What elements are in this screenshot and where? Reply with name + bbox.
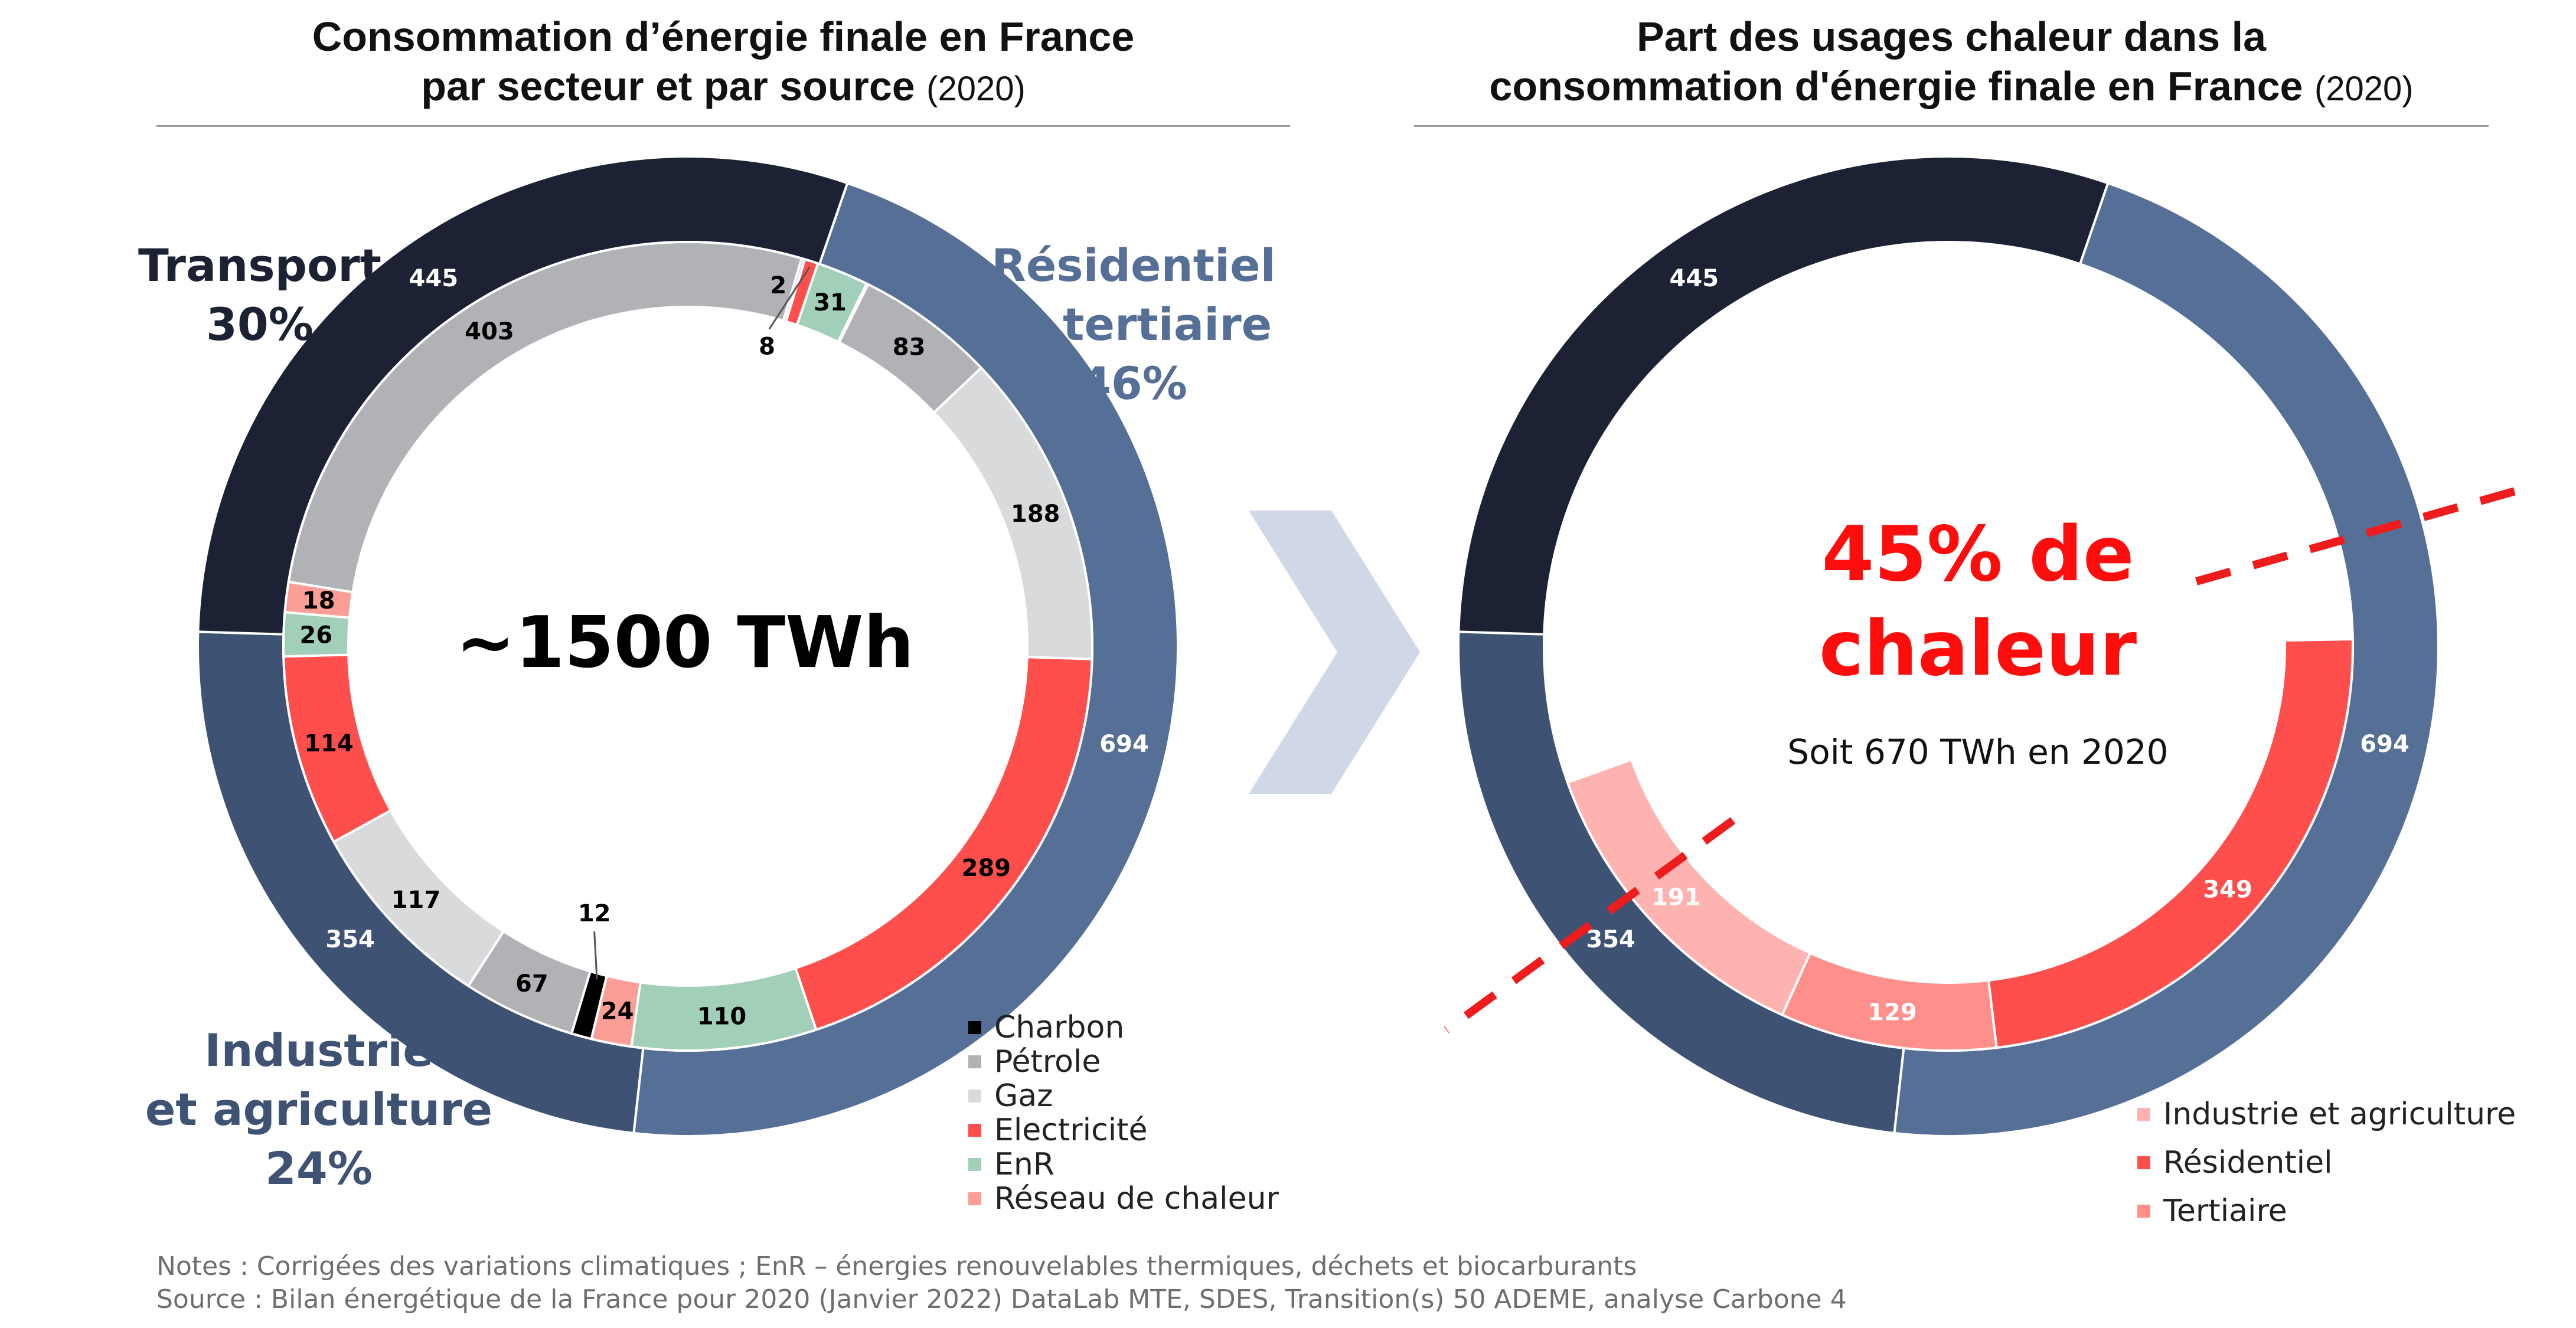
inner-label-transport-gaz-13: 2 <box>770 272 786 299</box>
res-name-1: Résidentiel <box>991 239 1276 292</box>
left-title-line1: Consommation d’énergie finale en France <box>312 14 1135 60</box>
legend-label-petrole: Pétrole <box>994 1044 1101 1080</box>
heat-divider-dash-bottom <box>1444 817 1736 1033</box>
legend-label-residentiel: Résidentiel <box>2163 1145 2333 1180</box>
res-name-2: et tertiaire <box>995 298 1272 351</box>
right-title-rule <box>1414 125 2489 127</box>
outer-label-transport: 445 <box>409 265 459 292</box>
source-line: Source : Bilan énergétique de la France … <box>156 1284 1847 1314</box>
legend-swatch-reseau-de-chaleur <box>968 1192 981 1205</box>
heat-share-line1: 45% de <box>1821 511 2134 598</box>
legend-item-industrie-et-agriculture: Industrie et agriculture <box>2137 1090 2516 1139</box>
inner-label-industrie-et-agriculture-electricite-9: 114 <box>304 730 354 757</box>
transport-name: Transport <box>138 239 382 292</box>
right-title-line2: consommation d'énergie finale en France … <box>1414 61 2489 114</box>
legend-item-charbon: Charbon <box>968 1010 1279 1045</box>
sector-label-transport: Transport 30% <box>118 236 401 354</box>
inner-label-industrie-et-agriculture-enr-10: 26 <box>299 622 332 649</box>
legend-swatch-residentiel <box>2137 1156 2150 1169</box>
transport-pct: 30% <box>206 298 314 351</box>
outer-slice-transport <box>1457 155 2110 636</box>
outer-label-industrie-et-agriculture: 354 <box>1586 926 1635 953</box>
inner-label-residentiel-et-tertiaire-gaz-2: 188 <box>1011 501 1060 528</box>
chevron-arrow-icon <box>1249 511 1420 794</box>
source-legend: Charbon Pétrole Gaz Electricité EnR Réseau de… <box>968 1010 1279 1216</box>
notes-line: Notes : Corrigées des variations climati… <box>156 1251 1637 1281</box>
left-title-line2-text: par secteur et par source <box>421 63 915 109</box>
legend-item-enr: EnR <box>968 1147 1279 1182</box>
ind-name-2: et agriculture <box>145 1083 493 1136</box>
legend-item-electricite: Electricité <box>968 1113 1279 1148</box>
heat-slice-industrie-et-agriculture <box>1566 758 1812 1017</box>
total-consumption: ~1500 TWh <box>456 602 914 684</box>
outer-slice-residentiel-et-tertiaire <box>1893 181 2440 1137</box>
outer-label-transport: 445 <box>1670 265 1719 292</box>
legend-item-residentiel: Résidentiel <box>2137 1139 2516 1187</box>
right-title-line1: Part des usages chaleur dans la <box>1636 14 2267 60</box>
legend-swatch-enr <box>968 1158 981 1171</box>
legend-label-reseau-de-chaleur: Réseau de chaleur <box>994 1181 1279 1216</box>
inner-label-residentiel-et-tertiaire-petrole-1: 83 <box>893 333 926 361</box>
heat-subtitle: Soit 670 TWh en 2020 <box>1787 732 2169 772</box>
legend-swatch-petrole <box>968 1055 981 1068</box>
inner-label-transport-enr-15: 31 <box>814 289 847 316</box>
legend-item-reseau-de-chaleur: Réseau de chaleur <box>968 1181 1279 1216</box>
legend-label-industrie-et-agriculture: Industrie et agriculture <box>2163 1097 2516 1132</box>
inner-label-transport-electricite-14: 8 <box>759 333 775 360</box>
legend-item-gaz: Gaz <box>968 1078 1279 1114</box>
inner-label-residentiel-et-tertiaire-electricite-3: 289 <box>962 855 1011 882</box>
legend-swatch-charbon <box>968 1021 981 1034</box>
small-value-pointers <box>593 266 811 980</box>
left-donut: 694 354 445 31 83 188 289 110 24 12 67 117 114 26 18 40… <box>197 155 1179 1137</box>
outer-label-residentiel-et-tertiaire: 694 <box>1099 731 1149 758</box>
heat-legend: Industrie et agriculture Résidentiel Terti… <box>2137 1090 2516 1235</box>
sector-label-residentiel: Résidentiel et tertiaire 46% <box>968 236 1299 413</box>
inner-label-industrie-et-agriculture-gaz-8: 117 <box>391 887 441 914</box>
legend-item-tertiaire: Tertiaire <box>2137 1187 2516 1235</box>
legend-item-petrole: Pétrole <box>968 1044 1279 1080</box>
heat-share-line2: chaleur <box>1818 605 2137 693</box>
inner-slice-transport-enr-15 <box>795 261 869 344</box>
legend-swatch-industrie-et-agriculture <box>2137 1108 2150 1121</box>
inner-label-residentiel-et-tertiaire-enr-4: 110 <box>697 1003 747 1030</box>
ind-name-1: Industrie <box>204 1024 433 1077</box>
inner-label-industrie-et-agriculture-reseau-de-chaleur-11: 18 <box>302 587 335 614</box>
outer-label-residentiel-et-tertiaire: 694 <box>2360 731 2410 758</box>
sector-label-industrie: Industrie et agriculture 24% <box>118 1021 520 1198</box>
right-chart-title: Part des usages chaleur dans la consomma… <box>1414 12 2489 114</box>
right-title-year: (2020) <box>2314 70 2414 108</box>
legend-label-charbon: Charbon <box>994 1010 1125 1045</box>
inner-label-industrie-et-agriculture-charbon-6: 12 <box>578 900 611 927</box>
legend-swatch-tertiaire <box>2137 1205 2150 1218</box>
left-title-line2: par secteur et par source (2020) <box>156 61 1290 114</box>
inner-slice-transport-petrole-12 <box>287 241 804 594</box>
heat-share: 45% de chaleur <box>1712 508 2244 696</box>
heat-label-tertiaire: 129 <box>1867 999 1917 1026</box>
left-chart-title: Consommation d’énergie finale en France … <box>156 12 1290 114</box>
outer-label-industrie-et-agriculture: 354 <box>325 926 375 953</box>
legend-label-tertiaire: Tertiaire <box>2163 1193 2287 1229</box>
res-pct: 46% <box>1080 357 1187 410</box>
heat-label-residentiel: 349 <box>2203 876 2252 903</box>
legend-label-gaz: Gaz <box>994 1078 1053 1114</box>
pointer-charbon <box>593 931 598 980</box>
heat-label-industrie-et-agriculture: 191 <box>1651 884 1701 911</box>
inner-label-transport-petrole-12: 403 <box>465 318 514 345</box>
pointer-transport-electricite <box>768 266 811 330</box>
right-title-line2-text: consommation d'énergie finale en France <box>1489 63 2303 109</box>
right-donut: 694 354 445 349 129 191 <box>1457 155 2440 1137</box>
inner-label-residentiel-et-tertiaire-reseau-de-chaleur-5: 24 <box>601 998 634 1025</box>
legend-label-enr: EnR <box>994 1147 1054 1182</box>
inner-label-industrie-et-agriculture-petrole-7: 67 <box>515 970 548 997</box>
legend-label-electricite: Electricité <box>994 1113 1148 1148</box>
ind-pct: 24% <box>265 1142 373 1195</box>
legend-swatch-electricite <box>968 1124 981 1137</box>
left-title-year: (2020) <box>926 70 1026 108</box>
left-title-rule <box>156 125 1290 127</box>
legend-swatch-gaz <box>968 1090 981 1103</box>
footnotes: Notes : Corrigées des variations climati… <box>156 1250 1847 1316</box>
